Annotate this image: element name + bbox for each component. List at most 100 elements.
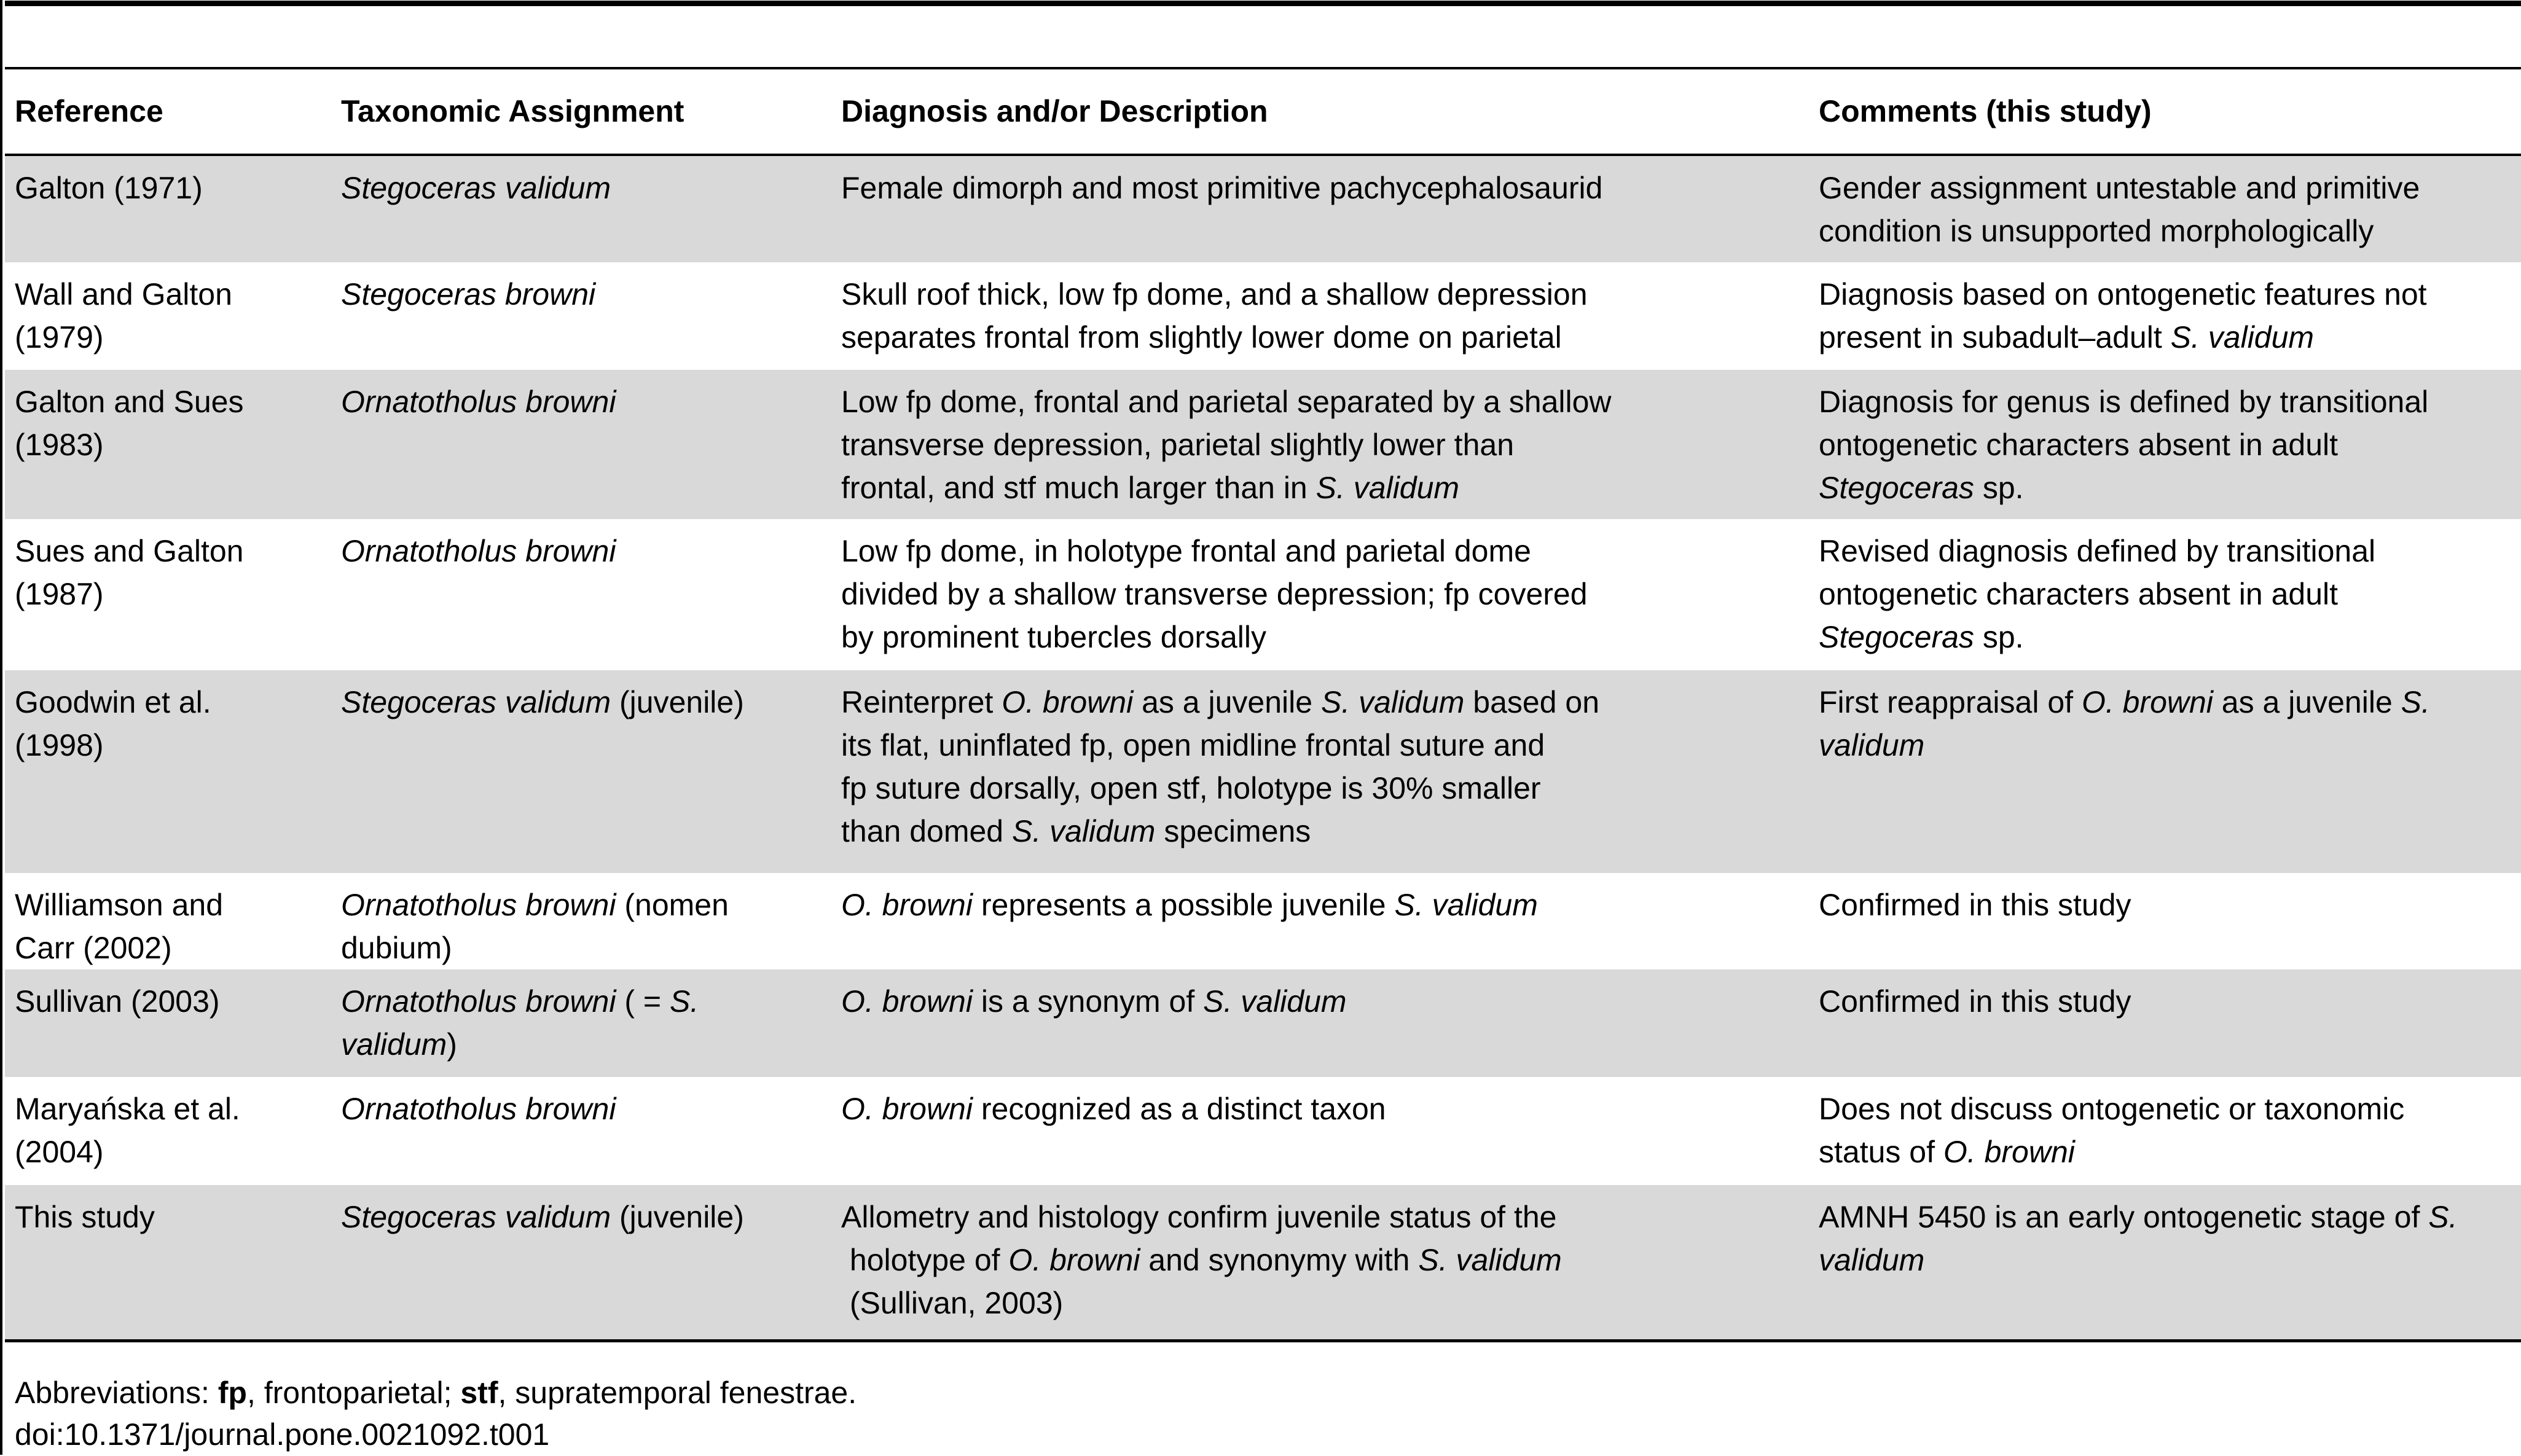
cell-text: Gender assignment untestable and primiti… <box>1819 171 2420 205</box>
cell-text: Williamson and <box>15 888 224 922</box>
cell-text: ontogenetic characters absent in adult <box>1819 577 2338 611</box>
cell-text: (2004) <box>15 1135 104 1169</box>
header-bottom-rule <box>5 154 2521 156</box>
cell-line: ontogenetic characters absent in adult <box>1819 573 2375 616</box>
taxon-name-italic: S. validum <box>1203 984 1347 1019</box>
table-row: Maryańska et al. (2004) Ornatotholus brown… <box>5 1077 2521 1185</box>
cell-text: First reappraisal of <box>1819 685 2082 719</box>
taxon-name-italic: validum <box>1819 1243 1925 1277</box>
taxon-name-italic: O. browni <box>1943 1135 2075 1169</box>
taxon-name-italic: Stegoceras validum <box>341 171 611 205</box>
cell-line: Confirmed in this study <box>1819 883 2131 926</box>
table-row: Goodwin et al. (1998) Stegoceras validum (… <box>5 670 2521 873</box>
reference-cell: Williamson and Carr (2002) <box>15 883 223 969</box>
cell-line: status of O. browni <box>1819 1130 2404 1173</box>
cell-line: by prominent tubercles dorsally <box>841 616 1588 659</box>
diagnosis-cell: Allometry and histology confirm juvenile… <box>841 1196 1562 1325</box>
taxonomic-assignment-cell: Stegoceras validum (juvenile) <box>341 681 744 724</box>
table-row: Wall and Galton (1979) Stegoceras browni Sk… <box>5 262 2521 370</box>
cell-text: (1987) <box>15 577 104 611</box>
cell-line: AMNH 5450 is an early ontogenetic stage … <box>1819 1196 2458 1239</box>
cell-text: status of <box>1819 1135 1943 1169</box>
cell-text: holotype of <box>841 1243 1009 1277</box>
taxon-name-italic: Stegoceras validum <box>341 685 611 719</box>
cell-text: frontal, and stf much larger than in <box>841 471 1316 505</box>
reference-cell: Maryańska et al. (2004) <box>15 1087 240 1173</box>
cell-text: Sues and Galton <box>15 534 244 568</box>
cell-text: Galton (1971) <box>15 171 203 205</box>
cell-text: separates frontal from slightly lower do… <box>841 320 1562 354</box>
table-body: Galton (1971) Stegoceras validum Female di… <box>5 156 2521 1339</box>
cell-line: Stegoceras validum (juvenile) <box>341 1196 744 1239</box>
reference-cell: Sullivan (2003) <box>15 980 220 1023</box>
cell-line: O. browni is a synonym of S. validum <box>841 980 1347 1023</box>
taxon-name-italic: Ornatotholus browni <box>341 984 616 1019</box>
cell-text: and synonymy with <box>1140 1243 1419 1277</box>
cell-line: O. browni represents a possible juvenile… <box>841 883 1538 926</box>
cell-line: condition is unsupported morphologically <box>1819 209 2420 252</box>
cell-text: Female dimorph and most primitive pachyc… <box>841 171 1603 205</box>
cell-text: ) <box>447 1027 457 1062</box>
comments-cell: AMNH 5450 is an early ontogenetic stage … <box>1819 1196 2458 1282</box>
cell-text: by prominent tubercles dorsally <box>841 620 1266 654</box>
cell-text: Reinterpret <box>841 685 1002 719</box>
cell-line: Stegoceras validum (juvenile) <box>341 681 744 724</box>
taxonomic-assignment-cell: Stegoceras validum (juvenile) <box>341 1196 744 1239</box>
cell-line: Stegoceras sp. <box>1819 616 2375 659</box>
top-rule <box>5 1 2521 6</box>
cell-line: (Sullivan, 2003) <box>841 1282 1562 1325</box>
cell-text: divided by a shallow transverse depressi… <box>841 577 1588 611</box>
cell-line: Sues and Galton <box>15 530 244 573</box>
cell-text: ( = <box>616 984 670 1019</box>
cell-line: fp suture dorsally, open stf, holotype i… <box>841 767 1599 810</box>
cell-line: Reinterpret O. browni as a juvenile S. v… <box>841 681 1599 724</box>
cell-text: as a juvenile <box>2213 685 2401 719</box>
taxon-name-italic: Ornatotholus browni <box>341 385 616 419</box>
comments-cell: Confirmed in this study <box>1819 980 2131 1023</box>
cell-text: as a juvenile <box>1133 685 1321 719</box>
cell-text: than domed <box>841 814 1012 848</box>
cell-line: Ornatotholus browni <box>341 1087 616 1130</box>
cell-line: Revised diagnosis defined by transitiona… <box>1819 530 2375 573</box>
cell-line: dubium) <box>341 926 729 969</box>
cell-line: Maryańska et al. <box>15 1087 240 1130</box>
cell-text: Confirmed in this study <box>1819 984 2131 1019</box>
cell-line: Low fp dome, in holotype frontal and par… <box>841 530 1588 573</box>
cell-line: Gender assignment untestable and primiti… <box>1819 166 2420 209</box>
taxon-name-italic: S. <box>2428 1200 2458 1234</box>
doi-text: doi:10.1371/journal.pone.0021092.t001 <box>15 1417 550 1452</box>
cell-line: validum <box>1819 724 2430 767</box>
cell-line: (1979) <box>15 316 232 359</box>
taxonomic-assignment-cell: Ornatotholus browni (nomen dubium) <box>341 883 729 969</box>
cell-line: ontogenetic characters absent in adult <box>1819 423 2428 466</box>
diagnosis-cell: Skull roof thick, low fp dome, and a sha… <box>841 273 1588 359</box>
cell-text: Skull roof thick, low fp dome, and a sha… <box>841 277 1588 311</box>
cell-line: divided by a shallow transverse depressi… <box>841 573 1588 616</box>
cell-text: fp suture dorsally, open stf, holotype i… <box>841 771 1541 805</box>
cell-line: (2004) <box>15 1130 240 1173</box>
cell-line: Ornatotholus browni <box>341 530 616 573</box>
cell-line: validum) <box>341 1023 699 1066</box>
taxon-name-italic: Stegoceras <box>1819 471 1974 505</box>
diagnosis-cell: Reinterpret O. browni as a juvenile S. v… <box>841 681 1599 853</box>
abbrev-def-stf: , supratemporal fenestrae. <box>498 1376 857 1410</box>
taxonomic-assignment-cell: Ornatotholus browni <box>341 1087 616 1130</box>
cell-line: Allometry and histology confirm juvenile… <box>841 1196 1562 1239</box>
taxon-name-italic: O. browni <box>841 1092 973 1126</box>
cell-line: Goodwin et al. <box>15 681 211 724</box>
cell-text: This study <box>15 1200 155 1234</box>
left-border <box>0 0 2 1455</box>
cell-text: present in subadult–adult <box>1819 320 2171 354</box>
table-row: Sues and Galton (1987) Ornatotholus browni… <box>5 519 2521 670</box>
comments-cell: Diagnosis based on ontogenetic features … <box>1819 273 2427 359</box>
cell-line: validum <box>1819 1239 2458 1282</box>
taxon-name-italic: O. browni <box>841 888 973 922</box>
reference-cell: Goodwin et al. (1998) <box>15 681 211 767</box>
cell-text: Diagnosis based on ontogenetic features … <box>1819 277 2427 311</box>
comments-cell: Gender assignment untestable and primiti… <box>1819 166 2420 252</box>
taxonomic-assignment-cell: Ornatotholus browni <box>341 530 616 573</box>
cell-line: Galton (1971) <box>15 166 203 209</box>
abbrev-term-fp: fp <box>218 1376 247 1410</box>
cell-line: Diagnosis for genus is defined by transi… <box>1819 380 2428 423</box>
taxon-name-italic: O. browni <box>841 984 973 1019</box>
